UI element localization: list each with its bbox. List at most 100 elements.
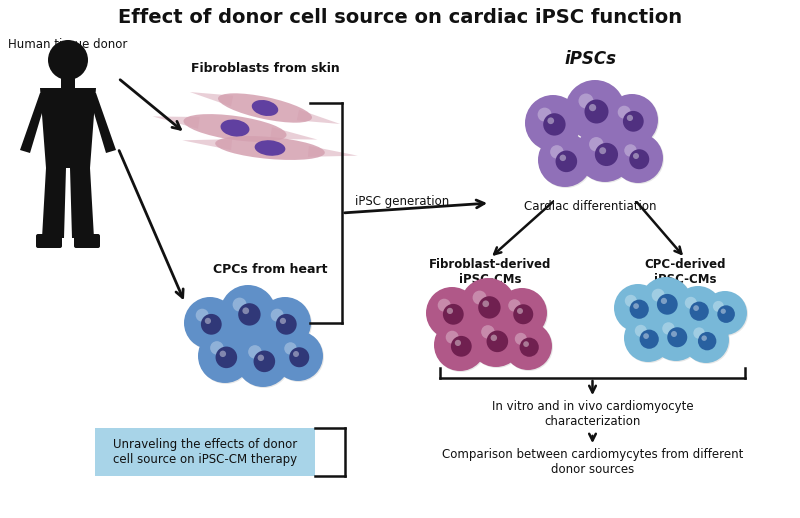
Circle shape [543, 113, 566, 136]
Circle shape [514, 304, 534, 324]
Text: Comparison between cardiomycytes from different
donor sources: Comparison between cardiomycytes from di… [442, 448, 743, 476]
Circle shape [674, 286, 722, 334]
Circle shape [694, 327, 705, 339]
Text: Human tissue donor: Human tissue donor [8, 38, 127, 51]
Circle shape [577, 125, 635, 183]
FancyBboxPatch shape [74, 234, 100, 248]
Circle shape [704, 292, 748, 336]
Circle shape [478, 296, 501, 319]
Text: Effect of donor cell source on cardiac iPSC function: Effect of donor cell source on cardiac i… [118, 8, 682, 27]
Circle shape [713, 301, 724, 312]
Circle shape [585, 99, 609, 123]
Text: CPC-derived
iPSC-CMs: CPC-derived iPSC-CMs [644, 258, 726, 286]
Circle shape [517, 308, 523, 314]
Circle shape [703, 291, 747, 335]
Circle shape [690, 301, 709, 321]
Polygon shape [190, 92, 234, 106]
Circle shape [438, 299, 450, 312]
Circle shape [643, 333, 649, 339]
Circle shape [578, 94, 594, 108]
Circle shape [618, 106, 630, 119]
Circle shape [273, 331, 323, 381]
Circle shape [657, 294, 678, 315]
Text: Unraveling the effects of donor
cell source on iPSC-CM therapy: Unraveling the effects of donor cell sou… [113, 438, 297, 466]
Circle shape [470, 314, 524, 368]
Polygon shape [153, 117, 200, 129]
Circle shape [48, 40, 88, 80]
Text: In vitro and in vivo cardiomyocyte
characterization: In vitro and in vivo cardiomyocyte chara… [492, 400, 694, 428]
Circle shape [651, 311, 701, 361]
Circle shape [718, 305, 735, 323]
Circle shape [454, 340, 461, 346]
Polygon shape [20, 93, 48, 153]
Text: Fibroblasts from skin: Fibroblasts from skin [190, 62, 339, 75]
Circle shape [615, 285, 663, 333]
Circle shape [248, 345, 262, 358]
Circle shape [254, 351, 275, 372]
Circle shape [633, 153, 639, 159]
Circle shape [233, 298, 246, 312]
Circle shape [607, 95, 659, 147]
Circle shape [290, 347, 310, 367]
Circle shape [446, 330, 458, 344]
Circle shape [198, 329, 252, 383]
Circle shape [634, 303, 639, 309]
Circle shape [210, 341, 224, 355]
Circle shape [219, 351, 226, 357]
Circle shape [280, 318, 286, 324]
Circle shape [539, 134, 593, 188]
Ellipse shape [215, 136, 325, 160]
Circle shape [508, 299, 521, 312]
Circle shape [276, 314, 297, 335]
Circle shape [201, 314, 222, 335]
Ellipse shape [252, 100, 278, 116]
Circle shape [221, 286, 277, 342]
Circle shape [538, 108, 552, 122]
Circle shape [652, 312, 702, 362]
Circle shape [625, 295, 637, 307]
Circle shape [576, 124, 634, 182]
Circle shape [260, 298, 312, 350]
Circle shape [595, 143, 618, 166]
Circle shape [640, 277, 692, 329]
Circle shape [625, 315, 673, 363]
Ellipse shape [218, 93, 312, 123]
Circle shape [627, 115, 633, 121]
Circle shape [702, 335, 707, 341]
Circle shape [515, 333, 526, 345]
Circle shape [196, 309, 209, 322]
Circle shape [293, 351, 299, 357]
Circle shape [446, 308, 453, 314]
Circle shape [675, 287, 723, 335]
Circle shape [624, 314, 672, 362]
Circle shape [565, 80, 625, 140]
FancyBboxPatch shape [36, 234, 62, 248]
Polygon shape [297, 110, 340, 124]
Circle shape [185, 298, 237, 350]
Ellipse shape [254, 140, 286, 156]
Circle shape [486, 330, 508, 352]
Circle shape [220, 285, 276, 341]
Circle shape [520, 338, 539, 357]
Circle shape [242, 307, 249, 314]
Circle shape [630, 149, 650, 169]
Circle shape [481, 325, 494, 339]
Circle shape [661, 298, 667, 304]
Ellipse shape [183, 114, 286, 142]
Circle shape [614, 134, 664, 184]
Circle shape [270, 309, 284, 322]
Circle shape [566, 81, 626, 141]
Circle shape [284, 342, 297, 355]
Text: iPSCs: iPSCs [564, 50, 616, 68]
Circle shape [461, 279, 517, 335]
Circle shape [589, 137, 603, 152]
Text: Fibroblast-derived
iPSC-CMs: Fibroblast-derived iPSC-CMs [429, 258, 551, 286]
Circle shape [426, 287, 478, 339]
Circle shape [560, 154, 566, 161]
Circle shape [614, 284, 662, 332]
Circle shape [497, 288, 547, 338]
Circle shape [435, 320, 487, 372]
Circle shape [205, 318, 211, 324]
Circle shape [589, 104, 596, 111]
Text: CPCs from heart: CPCs from heart [213, 263, 327, 276]
